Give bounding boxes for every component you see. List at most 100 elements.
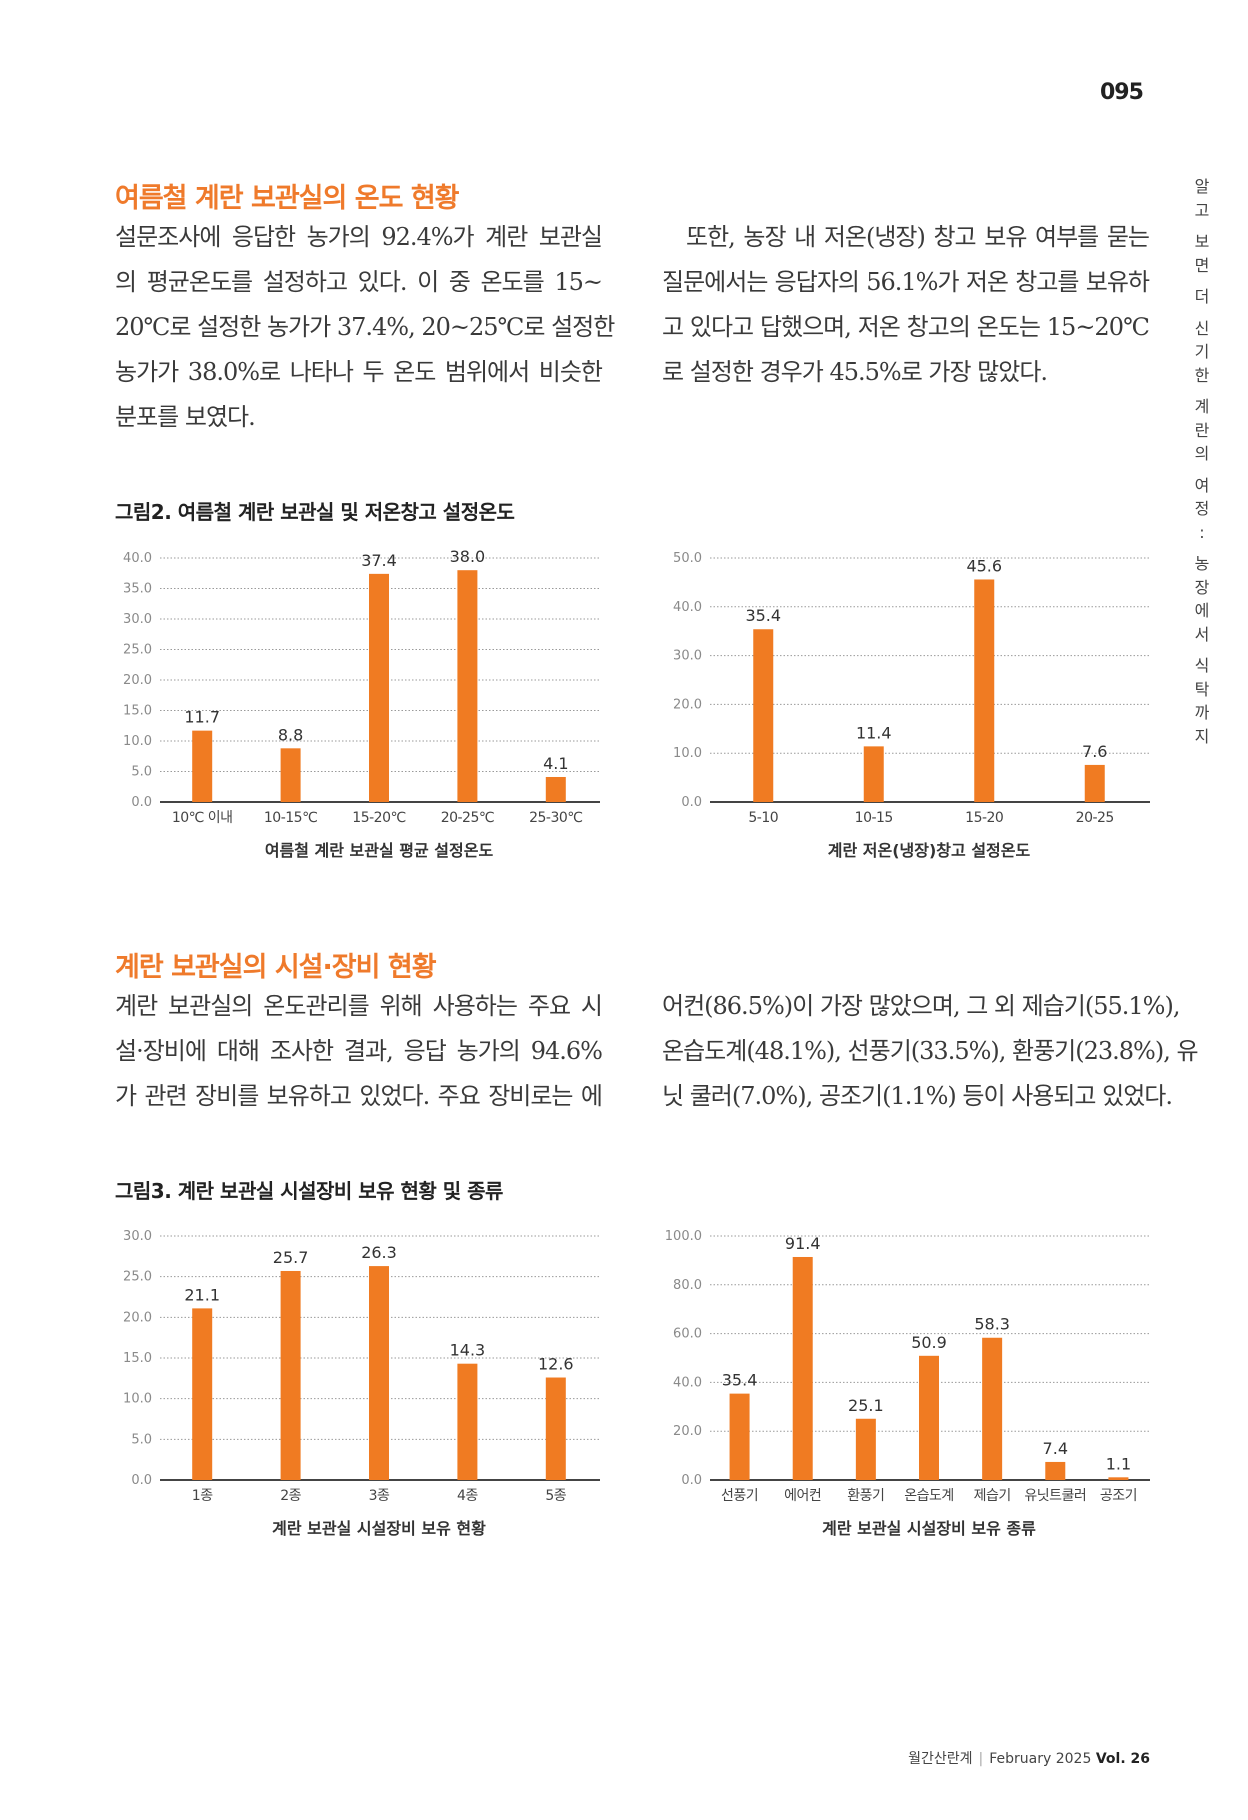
data-label: 7.6 <box>1082 742 1107 761</box>
y-tick-label: 30.0 <box>123 612 152 627</box>
figure-2-caption: 그림2. 여름철 계란 보관실 및 저온창고 설정온도 <box>115 500 515 524</box>
side-title-char: 정 <box>1194 499 1210 518</box>
side-title-char: 농 <box>1194 554 1210 573</box>
volume-number: Vol. 26 <box>1095 1751 1150 1767</box>
x-tick-label: 5-10 <box>748 810 778 826</box>
data-label: 25.1 <box>848 1396 884 1415</box>
text-line: 고 있다고 답했으며, 저온 창고의 온도는 15~20℃ <box>662 313 1150 341</box>
side-title-char: : <box>1199 522 1205 542</box>
x-tick-label: 20-25℃ <box>441 810 494 826</box>
bar <box>1084 764 1105 802</box>
bar <box>280 748 301 802</box>
side-title-char <box>1190 222 1214 230</box>
bar <box>545 1377 566 1480</box>
x-tick-label: 10-15℃ <box>264 810 317 826</box>
y-tick-label: 10.0 <box>123 734 152 749</box>
y-tick-label: 60.0 <box>673 1327 702 1342</box>
text-line: 로 설정한 경우가 45.5%로 가장 많았다. <box>662 358 1048 386</box>
y-tick-label: 10.0 <box>123 1392 152 1407</box>
paragraph-temperature-left: 설문조사에 응답한 농가의 92.4%가 계란 보관실 의 평균온도를 설정하고… <box>115 215 615 440</box>
y-tick-label: 35.0 <box>123 582 152 597</box>
y-tick-label: 40.0 <box>673 600 702 615</box>
bar <box>457 570 478 802</box>
text-line: 20℃로 설정한 농가가 37.4%, 20~25℃로 설정한 <box>115 313 615 341</box>
bar <box>792 1256 813 1480</box>
x-axis-title: 계란 보관실 시설장비 보유 종류 <box>822 1519 1036 1538</box>
text-line: 설문조사에 응답한 농가의 92.4%가 계란 보관실 <box>115 223 603 251</box>
side-title-char: 까 <box>1194 703 1210 722</box>
data-label: 26.3 <box>361 1243 397 1262</box>
bar <box>1108 1477 1129 1480</box>
x-tick-label: 에어컨 <box>784 1488 821 1504</box>
side-title-char <box>1190 544 1214 552</box>
paragraph-facilities-right: 어컨(86.5%)이 가장 많았으며, 그 외 제습기(55.1%), 온습도계… <box>662 984 1199 1119</box>
bar <box>280 1270 301 1480</box>
x-tick-label: 10℃ 이내 <box>172 810 233 826</box>
y-tick-label: 0.0 <box>681 795 702 810</box>
y-tick-label: 0.0 <box>131 795 152 810</box>
data-label: 21.1 <box>184 1285 220 1304</box>
page-footer: 월간산란계 | February 2025 Vol. 26 <box>908 1748 1150 1768</box>
y-tick-label: 15.0 <box>123 704 152 719</box>
x-tick-label: 유닛트쿨러 <box>1024 1488 1086 1504</box>
side-title-char <box>1190 466 1214 474</box>
x-tick-label: 공조기 <box>1100 1488 1137 1504</box>
side-title-char: 식 <box>1194 656 1210 675</box>
y-tick-label: 20.0 <box>123 1310 152 1325</box>
x-tick-label: 20-25 <box>1076 810 1114 826</box>
x-axis-title: 계란 저온(냉장)창고 설정온도 <box>828 841 1031 860</box>
data-label: 14.3 <box>450 1341 486 1360</box>
side-title-char <box>1190 646 1214 654</box>
bar <box>457 1363 478 1480</box>
y-tick-label: 100.0 <box>665 1229 702 1244</box>
y-tick-label: 40.0 <box>123 551 152 566</box>
side-title-char: 지 <box>1194 726 1210 746</box>
y-tick-label: 40.0 <box>673 1375 702 1390</box>
x-tick-label: 제습기 <box>974 1488 1011 1504</box>
chart-cold-storage-temperature: 0.0 10.0 20.0 30.0 40.0 50.0 35.4 5-10 11.4 10-15… <box>673 551 1150 860</box>
y-tick-label: 20.0 <box>673 1424 702 1439</box>
data-label: 12.6 <box>538 1355 574 1374</box>
side-title-char: 고 <box>1194 200 1210 220</box>
x-axis-title: 여름철 계란 보관실 평균 설정온도 <box>265 841 494 860</box>
figure-3-caption: 그림3. 계란 보관실 시설장비 보유 현황 및 종류 <box>115 1179 503 1203</box>
side-title-char <box>1190 387 1214 395</box>
paragraph-temperature-right: 또한, 농장 내 저온(냉장) 창고 보유 여부를 묻는 질문에서는 응답자의 … <box>662 215 1150 395</box>
text-line: 계란 보관실의 온도관리를 위해 사용하는 주요 시 <box>115 992 603 1020</box>
side-title-char: 서 <box>1194 624 1210 644</box>
text-line: 온습도계(48.1%), 선풍기(33.5%), 환풍기(23.8%), 유 <box>662 1037 1199 1065</box>
y-tick-label: 20.0 <box>673 697 702 712</box>
bar <box>982 1337 1003 1480</box>
page-number: 095 <box>1100 80 1144 105</box>
x-tick-label: 4종 <box>457 1488 478 1504</box>
bar <box>974 579 995 802</box>
side-title-char <box>1190 309 1214 317</box>
data-label: 1.1 <box>1106 1454 1131 1473</box>
side-title-char: 기 <box>1194 342 1210 361</box>
side-title-char <box>1190 277 1214 285</box>
data-label: 38.0 <box>450 547 486 566</box>
text-line: 설·장비에 대해 조사한 결과, 응답 농가의 94.6% <box>115 1037 603 1065</box>
bar <box>1045 1461 1066 1480</box>
bar <box>919 1355 939 1480</box>
side-title-char: 신 <box>1194 318 1210 338</box>
chart-equipment-types: 0.0 20.0 40.0 60.0 80.0 100.0 35.4 선풍기 91.4 에어컨 25… <box>665 1229 1150 1538</box>
chart-summer-storage-temperature: 0.0 5.0 10.0 15.0 20.0 25.0 30.0 35.0 40.0 11.7 10… <box>123 547 600 860</box>
y-tick-label: 0.0 <box>681 1473 702 1488</box>
side-title-char: 란 <box>1194 420 1210 440</box>
side-title-char: 탁 <box>1194 679 1210 699</box>
bar <box>369 1266 389 1480</box>
text-line: 또한, 농장 내 저온(냉장) 창고 보유 여부를 묻는 <box>686 223 1150 251</box>
y-tick-label: 15.0 <box>123 1351 152 1366</box>
y-tick-label: 0.0 <box>131 1473 152 1488</box>
x-tick-label: 환풍기 <box>847 1488 884 1504</box>
y-tick-label: 5.0 <box>131 1432 152 1447</box>
y-tick-label: 20.0 <box>123 673 152 688</box>
data-label: 7.4 <box>1043 1439 1068 1458</box>
x-tick-label: 선풍기 <box>721 1488 758 1504</box>
data-label: 11.7 <box>184 708 220 727</box>
text-line: 닛 쿨러(7.0%), 공조기(1.1%) 등이 사용되고 있었다. <box>662 1082 1173 1110</box>
y-tick-label: 30.0 <box>123 1229 152 1244</box>
side-title-char: 면 <box>1194 255 1210 275</box>
